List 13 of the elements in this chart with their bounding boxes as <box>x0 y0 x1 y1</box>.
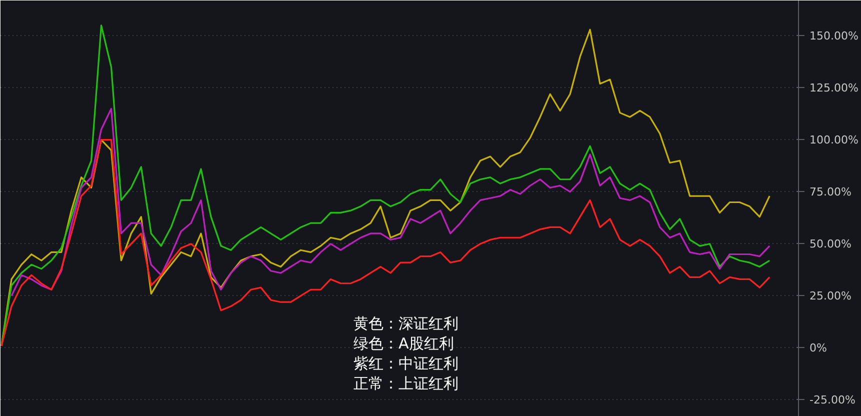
line-series <box>10 108 770 297</box>
annotation: 绿色：A股红利 <box>354 334 454 352</box>
y-tick-label: 25.00% <box>810 289 852 302</box>
annotation: 紫红：中证红利 <box>354 354 458 372</box>
y-tick-label: -25.00% <box>810 393 856 406</box>
y-tick-label: 50.00% <box>810 237 852 250</box>
y-tick-label: 125.00% <box>810 81 858 94</box>
annotation: 黄色：深证红利 <box>354 314 458 332</box>
y-tick-label: 0% <box>810 341 827 354</box>
annotation: 正常：上证红利 <box>354 374 458 392</box>
y-tick-label: 150.00% <box>810 29 858 42</box>
y-tick-label: 75.00% <box>810 185 852 198</box>
y-tick-label: 100.00% <box>810 133 858 146</box>
